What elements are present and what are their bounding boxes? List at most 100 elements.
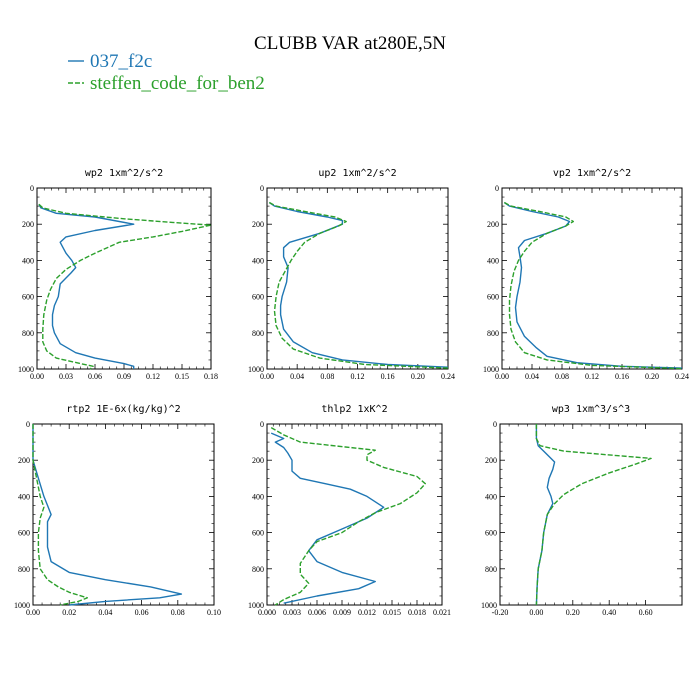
- y-tick-label: 200: [18, 456, 30, 465]
- y-tick-label: 1000: [481, 601, 497, 610]
- x-tick-label: 0.12: [351, 372, 365, 381]
- y-tick-label: 600: [252, 293, 264, 302]
- y-tick-label: 1000: [14, 601, 30, 610]
- y-tick-label: 200: [252, 220, 264, 229]
- x-tick-label: 0.015: [383, 608, 401, 617]
- y-tick-label: 800: [485, 565, 497, 574]
- x-tick-label: 0.10: [207, 608, 221, 617]
- x-tick-label: 0.15: [175, 372, 189, 381]
- panel-6: wp3 1xm^3/s^3 -0.20 0.00 0.20 0.40 0.60 0 200 40…: [481, 404, 683, 617]
- y-tick-label: 0: [495, 184, 499, 193]
- panel-title: thlp2 1xK^2: [321, 404, 387, 415]
- x-tick-label: 0.16: [381, 372, 395, 381]
- y-tick-label: 400: [18, 492, 30, 501]
- series-line-037-f2c: [503, 201, 683, 369]
- y-tick-label: 1000: [483, 365, 499, 374]
- x-tick-label: 0.04: [98, 608, 112, 617]
- panel-title: wp3 1xm^3/s^3: [552, 404, 630, 415]
- y-tick-label: 200: [252, 456, 264, 465]
- y-tick-label: 400: [22, 256, 34, 265]
- x-tick-label: 0.24: [441, 372, 455, 381]
- series-line-037-f2c: [268, 201, 449, 368]
- plot-frame: [32, 423, 215, 606]
- plot-frame: [501, 187, 683, 370]
- panel-title: rtp2 1E-6x(kg/kg)^2: [66, 404, 180, 415]
- series-line-037-f2c: [38, 203, 135, 369]
- x-tick-label: 0.12: [585, 372, 599, 381]
- x-tick-label: 0.06: [88, 372, 102, 381]
- panel-title: up2 1xm^2/s^2: [318, 168, 396, 179]
- x-tick-label: 0.60: [639, 608, 653, 617]
- y-tick-label: 0: [260, 184, 264, 193]
- y-tick-label: 0: [260, 420, 264, 429]
- chart-panels: wp2 1xm^2/s^2 0.00 0.03 0.06 0.09 0.12 0.15 0.1…: [14, 168, 689, 617]
- x-tick-label: 0.20: [645, 372, 659, 381]
- y-tick-label: 1000: [248, 601, 264, 610]
- y-tick-label: 400: [487, 256, 499, 265]
- y-tick-label: 400: [252, 492, 264, 501]
- x-tick-label: 0.018: [408, 608, 426, 617]
- x-tick-label: 0.012: [358, 608, 376, 617]
- y-tick-label: 0: [30, 184, 34, 193]
- panel-title: vp2 1xm^2/s^2: [553, 168, 631, 179]
- y-tick-label: 600: [485, 529, 497, 538]
- x-tick-label: 0.009: [333, 608, 351, 617]
- panel-title: wp2 1xm^2/s^2: [85, 168, 163, 179]
- x-tick-label: 0.03: [59, 372, 73, 381]
- x-tick-label: 0.16: [615, 372, 629, 381]
- series-line-037-f2c: [535, 424, 556, 606]
- x-tick-label: 0.24: [675, 372, 689, 381]
- x-tick-label: 0.06: [135, 608, 149, 617]
- x-tick-label: 0.09: [117, 372, 131, 381]
- y-tick-label: 0: [26, 420, 30, 429]
- series-line-steffen-code-for-ben2: [38, 203, 212, 370]
- x-tick-label: 0.021: [433, 608, 451, 617]
- series-line-steffen-code-for-ben2: [535, 424, 652, 606]
- x-tick-label: 0.00: [495, 372, 509, 381]
- y-tick-label: 800: [22, 329, 34, 338]
- x-tick-label: 0.08: [555, 372, 569, 381]
- y-tick-label: 200: [22, 220, 34, 229]
- x-tick-label: 0.003: [283, 608, 301, 617]
- series-line-037-f2c: [32, 424, 183, 606]
- y-tick-label: 600: [18, 529, 30, 538]
- x-tick-label: 0.08: [171, 608, 185, 617]
- y-tick-label: 800: [18, 565, 30, 574]
- x-tick-label: 0.04: [525, 372, 539, 381]
- x-tick-label: 0.00: [26, 608, 40, 617]
- x-tick-label: 0.02: [62, 608, 76, 617]
- panel-5: thlp2 1xK^2 0.000 0.003 0.006 0.009 0.012 0.01…: [248, 404, 451, 617]
- y-tick-label: 0: [493, 420, 497, 429]
- y-tick-label: 600: [487, 293, 499, 302]
- y-tick-label: 400: [252, 256, 264, 265]
- legend-label-1: 037_f2c: [90, 51, 152, 72]
- x-tick-label: 0.006: [308, 608, 326, 617]
- y-tick-label: 600: [22, 293, 34, 302]
- x-tick-label: -0.20: [492, 608, 509, 617]
- x-tick-label: 0.00: [529, 608, 543, 617]
- y-tick-label: 600: [252, 529, 264, 538]
- x-tick-label: 0.20: [411, 372, 425, 381]
- x-tick-label: 0.04: [290, 372, 304, 381]
- series-line-steffen-code-for-ben2: [503, 201, 683, 370]
- x-tick-label: 0.08: [320, 372, 334, 381]
- x-tick-label: 0.18: [204, 372, 218, 381]
- x-tick-label: 0.00: [260, 372, 274, 381]
- plot-frame: [36, 187, 212, 370]
- plot-frame: [266, 423, 443, 606]
- legend-label-2: steffen_code_for_ben2: [90, 73, 265, 94]
- panel-1: wp2 1xm^2/s^2 0.00 0.03 0.06 0.09 0.12 0.15 0.1…: [18, 168, 218, 381]
- panel-2: up2 1xm^2/s^2 0.00 0.04 0.08 0.12 0.16 0.20 0.2…: [248, 168, 455, 381]
- y-tick-label: 800: [252, 565, 264, 574]
- x-tick-label: 0.20: [566, 608, 580, 617]
- y-tick-label: 200: [485, 456, 497, 465]
- plot-frame: [499, 423, 683, 606]
- y-tick-label: 400: [485, 492, 497, 501]
- series-line-steffen-code-for-ben2: [270, 426, 426, 606]
- y-tick-label: 800: [487, 329, 499, 338]
- y-tick-label: 800: [252, 329, 264, 338]
- panel-3: vp2 1xm^2/s^2 0.00 0.04 0.08 0.12 0.16 0.20 0.2…: [483, 168, 689, 381]
- y-tick-label: 1000: [18, 365, 34, 374]
- series-line-steffen-code-for-ben2: [268, 201, 449, 369]
